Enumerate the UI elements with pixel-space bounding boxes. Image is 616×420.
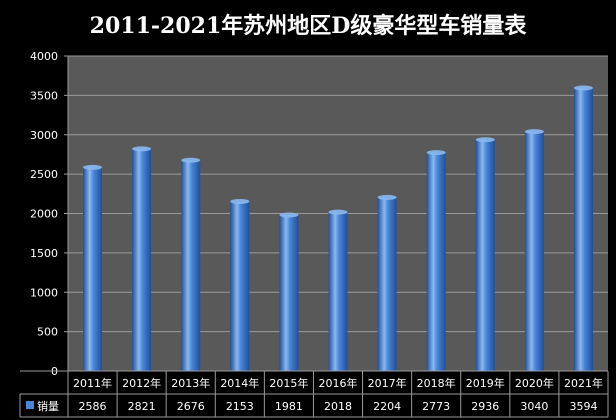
data-label: 2676 (177, 400, 205, 413)
x-tick-label: 2013年 (171, 376, 210, 390)
data-label: 2204 (373, 400, 401, 413)
x-tick-label: 2011年 (73, 376, 112, 390)
bar (83, 167, 103, 371)
x-tick-label: 2015年 (269, 376, 308, 390)
bar (279, 214, 299, 371)
data-label: 1981 (275, 400, 303, 413)
bar-top (279, 212, 299, 218)
bar-top (132, 146, 152, 152)
bar (524, 131, 544, 371)
chart-title: 2011-2021年苏州地区D级豪华型车销量表 (89, 13, 527, 39)
bar-top (230, 198, 250, 204)
bar (426, 152, 446, 371)
y-tick-label: 1000 (30, 286, 58, 299)
data-label: 3040 (520, 400, 548, 413)
bar (230, 201, 250, 371)
x-tick-label: 2019年 (466, 376, 505, 390)
bar-top (524, 129, 544, 135)
y-tick-label: 3500 (30, 89, 58, 102)
data-label: 2936 (471, 400, 499, 413)
legend-label: 销量 (37, 399, 59, 413)
y-tick-label: 1500 (30, 247, 58, 260)
legend-swatch (26, 401, 34, 409)
bar (377, 197, 397, 371)
bar-top (573, 85, 593, 91)
data-label: 2153 (226, 400, 254, 413)
y-tick-label: 3000 (30, 129, 58, 142)
bar-top (426, 150, 446, 156)
x-tick-label: 2014年 (220, 376, 259, 390)
x-tick-label: 2016年 (319, 376, 358, 390)
bar (181, 160, 201, 371)
data-label: 2018 (324, 400, 352, 413)
y-tick-label: 2000 (30, 208, 58, 221)
y-tick-label: 2500 (30, 168, 58, 181)
x-tick-label: 2017年 (368, 376, 407, 390)
bar (132, 148, 152, 371)
bar-top (475, 137, 495, 143)
bar-top (328, 209, 348, 215)
x-tick-label: 2021年 (564, 376, 603, 390)
y-tick-label: 4000 (30, 50, 58, 63)
bar (328, 212, 348, 371)
data-label: 2821 (128, 400, 156, 413)
data-label: 3594 (569, 400, 597, 413)
data-label: 2586 (79, 400, 107, 413)
y-tick-label: 500 (37, 326, 58, 339)
data-label: 2773 (422, 400, 450, 413)
x-tick-label: 2018年 (417, 376, 456, 390)
bar-top (83, 164, 103, 170)
bar (573, 87, 593, 371)
bar-top (181, 157, 201, 163)
bar (475, 139, 495, 371)
x-tick-label: 2012年 (122, 376, 161, 390)
x-tick-label: 2020年 (515, 376, 554, 390)
bar-top (377, 194, 397, 200)
